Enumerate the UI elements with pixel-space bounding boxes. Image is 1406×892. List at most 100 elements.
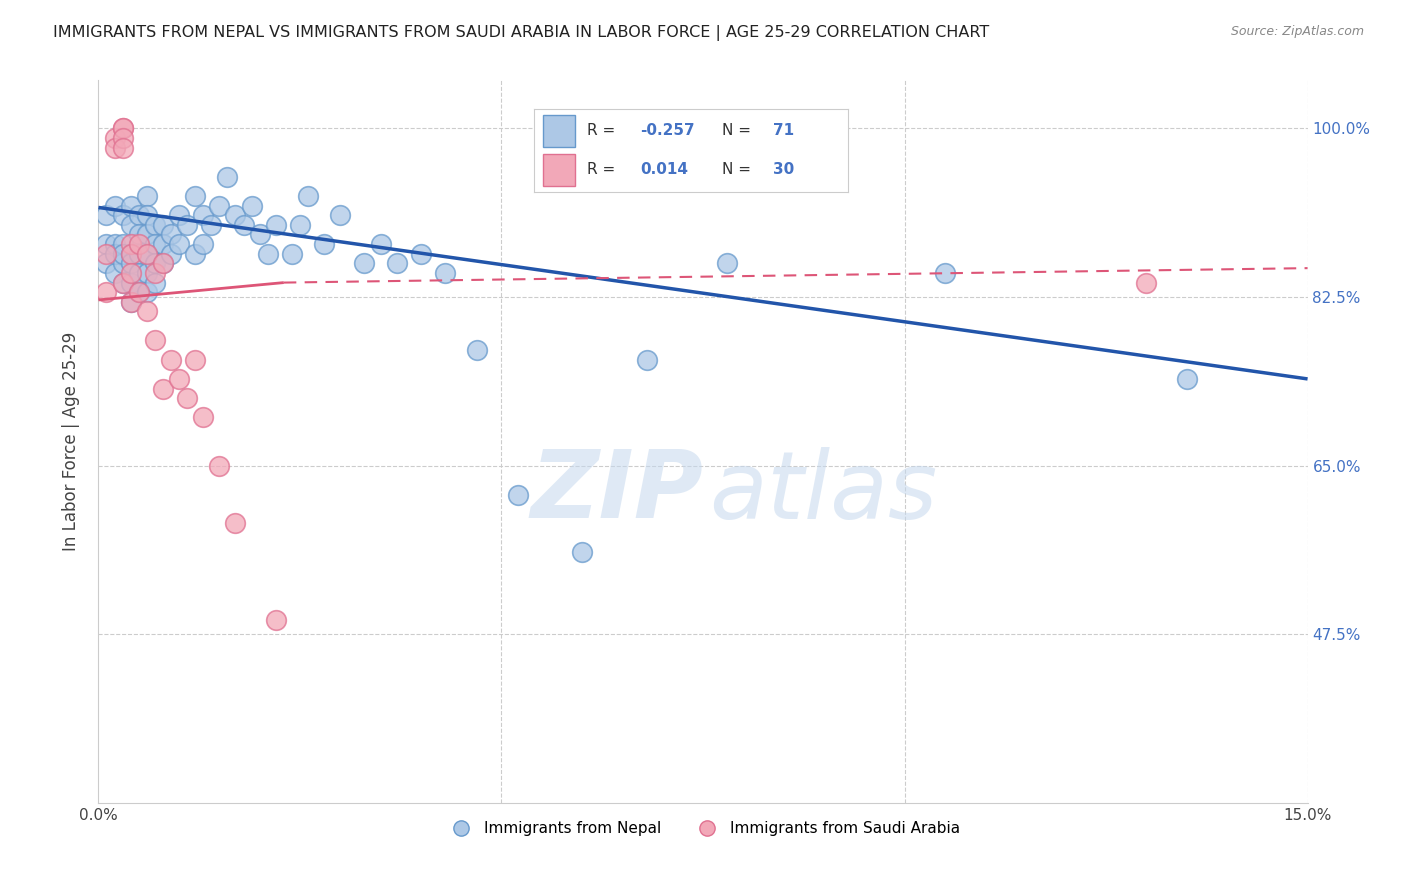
Point	[143, 218, 166, 232]
Point	[264, 218, 287, 232]
Point	[160, 227, 183, 242]
Point	[1175, 372, 1198, 386]
Point	[96, 237, 118, 252]
Point	[111, 131, 134, 145]
Text: ZIP: ZIP	[530, 446, 703, 538]
Point	[128, 246, 150, 260]
Point	[167, 237, 190, 252]
Point	[256, 246, 278, 260]
Point	[111, 276, 134, 290]
Point	[160, 352, 183, 367]
Point	[111, 246, 134, 260]
Point	[152, 237, 174, 252]
Point	[370, 237, 392, 252]
Point	[160, 246, 183, 260]
Point	[167, 208, 190, 222]
Point	[135, 189, 157, 203]
Point	[128, 237, 150, 252]
Point	[409, 246, 432, 260]
Point	[224, 516, 246, 531]
Point	[208, 198, 231, 212]
Point	[264, 613, 287, 627]
Point	[506, 487, 529, 501]
Point	[120, 246, 142, 260]
Point	[571, 545, 593, 559]
Y-axis label: In Labor Force | Age 25-29: In Labor Force | Age 25-29	[62, 332, 80, 551]
Point	[193, 208, 215, 222]
Point	[143, 266, 166, 280]
Point	[167, 372, 190, 386]
Point	[135, 246, 157, 260]
Point	[193, 237, 215, 252]
Point	[353, 256, 375, 270]
Point	[120, 246, 142, 260]
Point	[716, 256, 738, 270]
Point	[314, 237, 336, 252]
Point	[111, 208, 134, 222]
Point	[934, 266, 956, 280]
Point	[184, 246, 207, 260]
Point	[111, 276, 134, 290]
Point	[111, 121, 134, 136]
Point	[135, 208, 157, 222]
Point	[297, 189, 319, 203]
Point	[281, 246, 304, 260]
Point	[120, 294, 142, 309]
Point	[111, 121, 134, 136]
Point	[135, 285, 157, 300]
Point	[111, 256, 134, 270]
Point	[103, 141, 125, 155]
Point	[135, 246, 157, 260]
Point	[143, 334, 166, 348]
Point	[143, 276, 166, 290]
Point	[249, 227, 271, 242]
Point	[103, 198, 125, 212]
Point	[193, 410, 215, 425]
Point	[152, 218, 174, 232]
Point	[120, 218, 142, 232]
Point	[103, 131, 125, 145]
Point	[128, 227, 150, 242]
Point	[103, 266, 125, 280]
Point	[135, 266, 157, 280]
Point	[143, 237, 166, 252]
Point	[120, 198, 142, 212]
Point	[152, 256, 174, 270]
Point	[224, 208, 246, 222]
Point	[120, 294, 142, 309]
Point	[465, 343, 488, 357]
Point	[128, 266, 150, 280]
Point	[96, 285, 118, 300]
Point	[152, 382, 174, 396]
Point	[128, 208, 150, 222]
Point	[120, 276, 142, 290]
Point	[329, 208, 352, 222]
Point	[120, 266, 142, 280]
Point	[120, 256, 142, 270]
Point	[636, 352, 658, 367]
Point	[176, 391, 198, 405]
Point	[135, 304, 157, 318]
Point	[111, 237, 134, 252]
Point	[184, 352, 207, 367]
Point	[135, 227, 157, 242]
Point	[120, 237, 142, 252]
Point	[152, 256, 174, 270]
Point	[385, 256, 408, 270]
Point	[200, 218, 222, 232]
Point	[240, 198, 263, 212]
Point	[103, 237, 125, 252]
Point	[128, 285, 150, 300]
Point	[96, 246, 118, 260]
Point	[128, 285, 150, 300]
Point	[434, 266, 457, 280]
Point	[288, 218, 311, 232]
Point	[1135, 276, 1157, 290]
Text: atlas: atlas	[709, 447, 938, 538]
Point	[184, 189, 207, 203]
Legend: Immigrants from Nepal, Immigrants from Saudi Arabia: Immigrants from Nepal, Immigrants from S…	[440, 815, 966, 842]
Text: IMMIGRANTS FROM NEPAL VS IMMIGRANTS FROM SAUDI ARABIA IN LABOR FORCE | AGE 25-29: IMMIGRANTS FROM NEPAL VS IMMIGRANTS FROM…	[53, 25, 990, 41]
Point	[232, 218, 254, 232]
Point	[208, 458, 231, 473]
Point	[217, 169, 239, 184]
